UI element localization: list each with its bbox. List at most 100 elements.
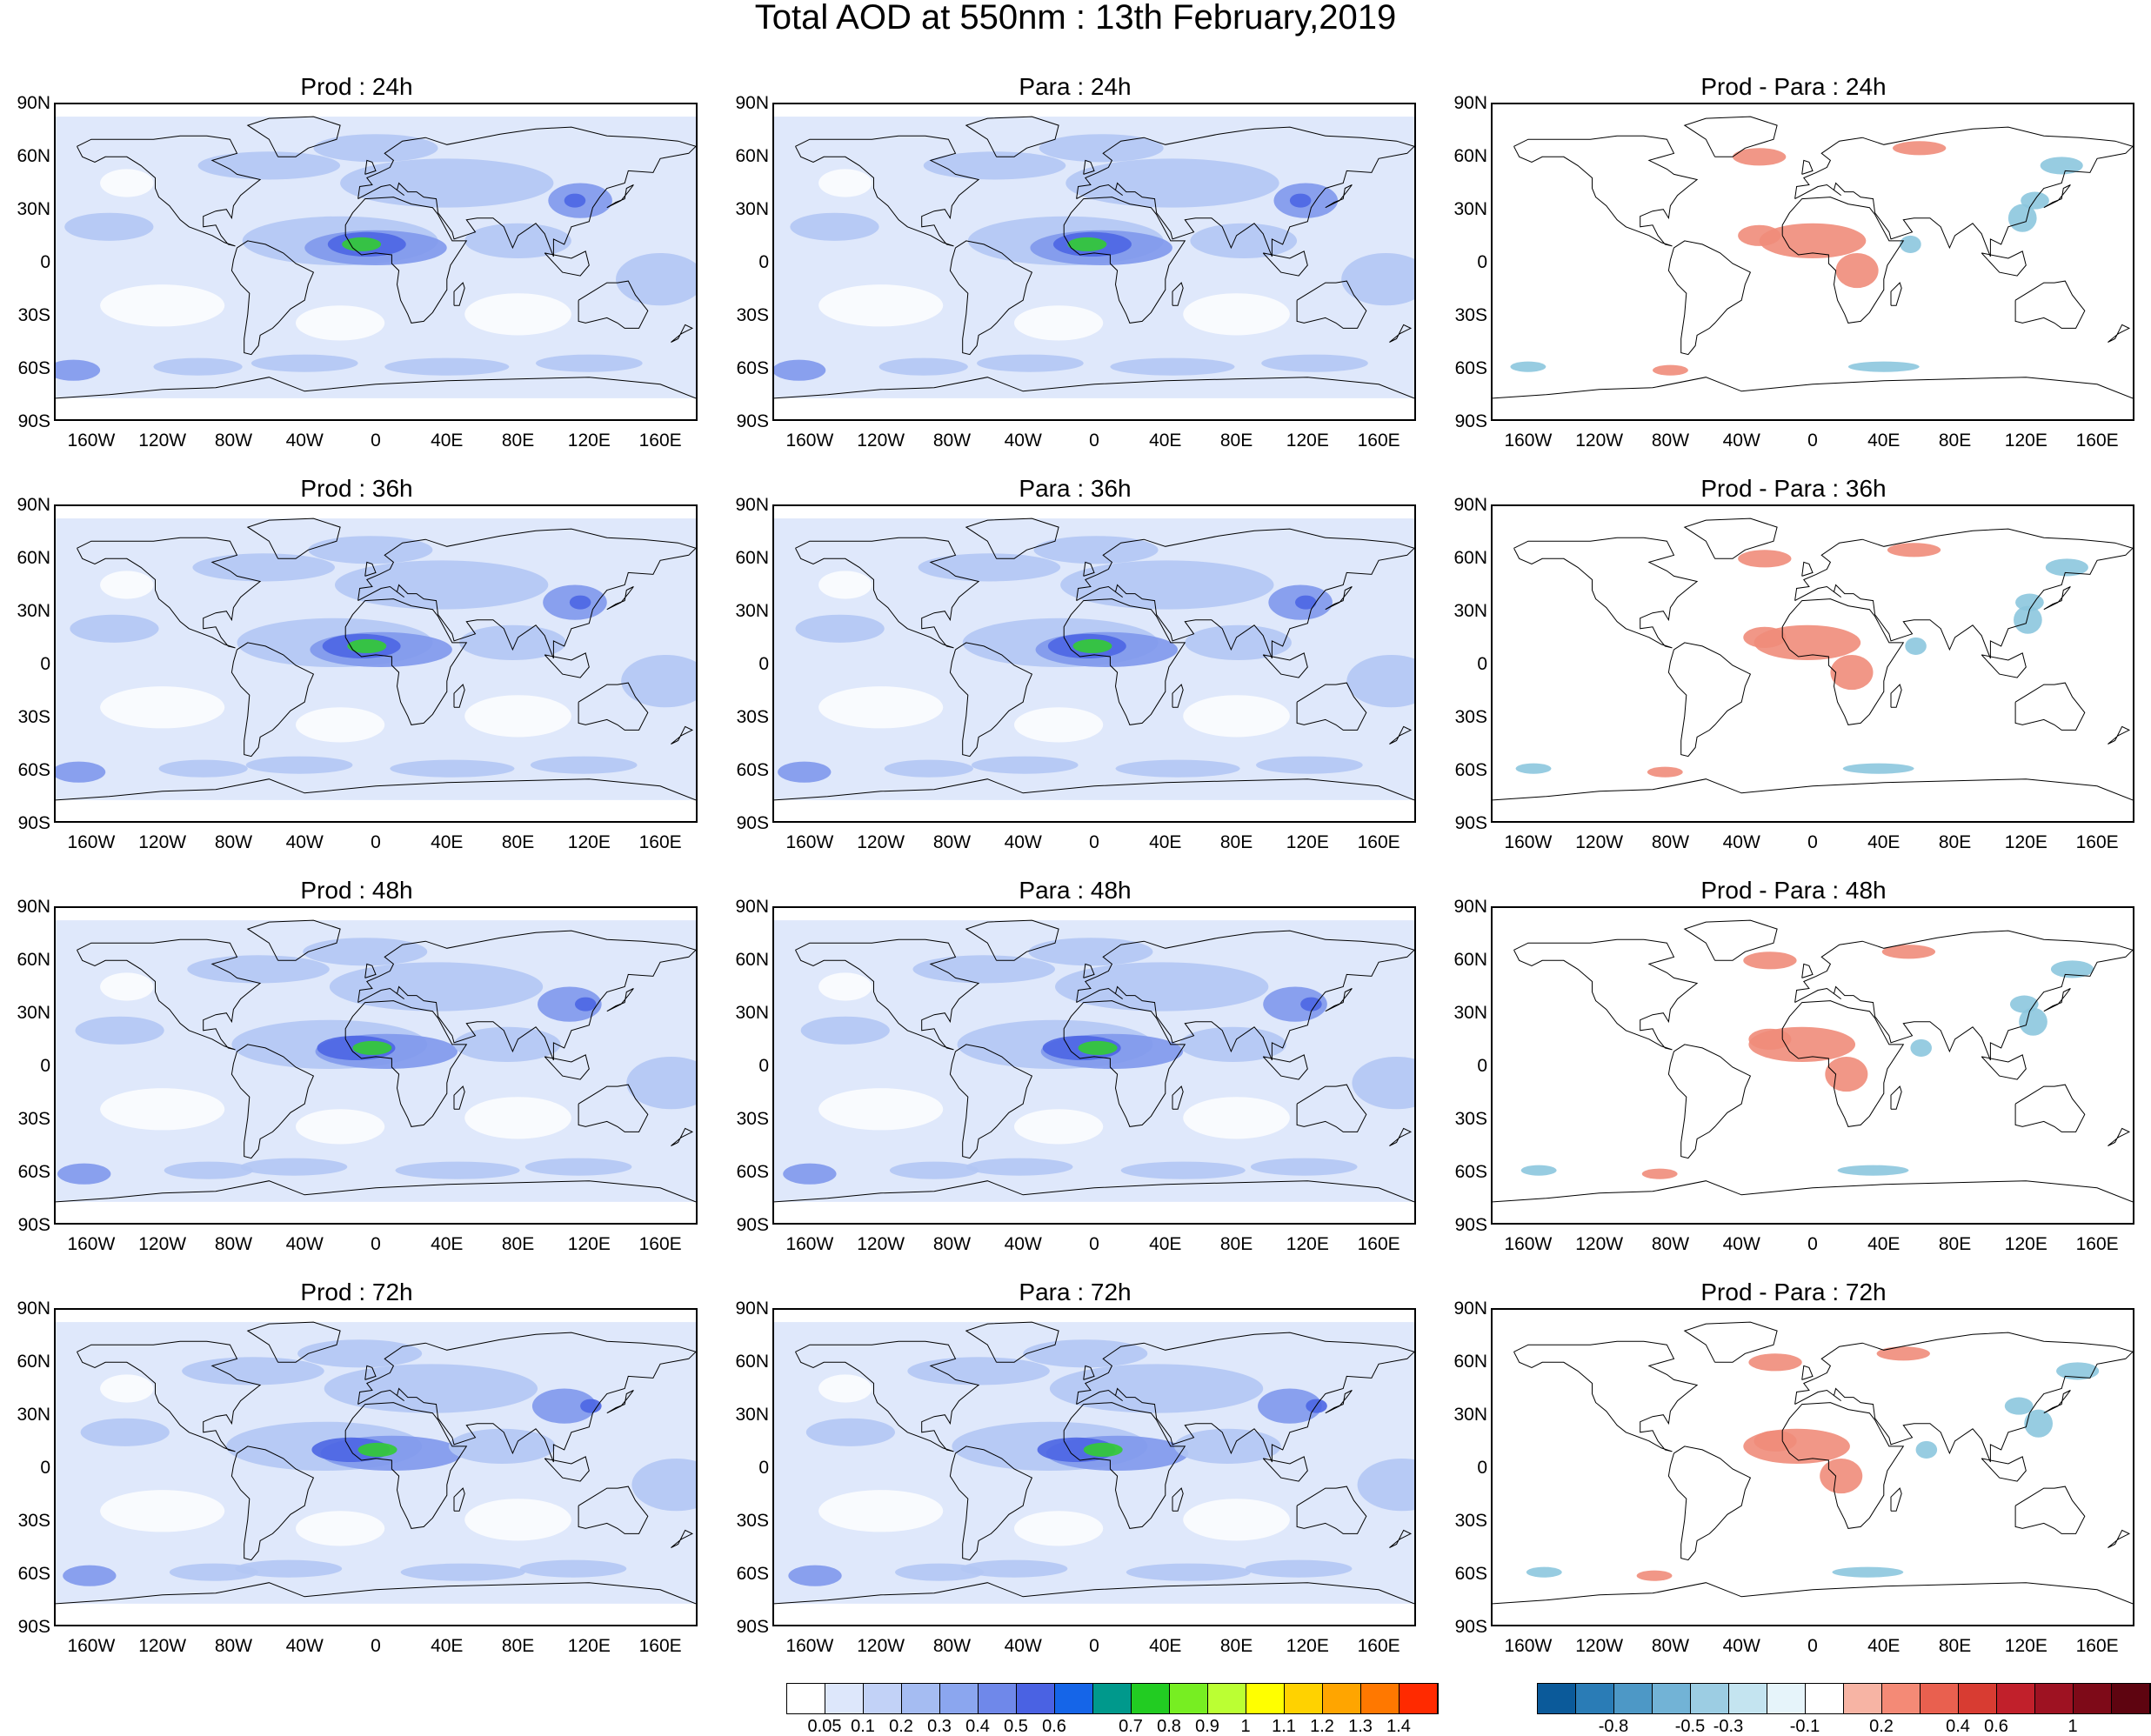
map-panel: Prod - Para : 72h 90N 60N 30N 0 30S 60S 90S 160W…: [1437, 1279, 2150, 1670]
latitude-tick-label: 30S: [1454, 305, 1487, 325]
colorbar-label: 1.1: [1272, 1717, 1296, 1736]
clear-sky-patch: [818, 571, 872, 599]
coastline: [578, 1084, 649, 1132]
field-blob: [2024, 1409, 2053, 1438]
latitude-tick-label: 60N: [17, 950, 50, 970]
colorbar-label: 0.1: [851, 1717, 875, 1736]
longitude-tick-label: 0: [1089, 832, 1099, 852]
coastline: [1683, 1321, 1778, 1363]
colorbar-label: 1.2: [1310, 1717, 1334, 1736]
field-blob: [912, 955, 1056, 984]
coastline: [544, 1456, 590, 1482]
colorbar-label: 1.3: [1348, 1717, 1373, 1736]
latitude-tick-label: 60N: [1453, 1352, 1487, 1372]
field-blob: [2019, 1007, 2047, 1036]
colorbar-swatch: [1399, 1684, 1438, 1713]
coastline: [2014, 1486, 2086, 1534]
field-blob: [631, 1458, 696, 1512]
longitude-tick-label: 160W: [785, 1636, 834, 1656]
longitude-tick-label: 80W: [932, 431, 972, 451]
field-blob: [1876, 1346, 1930, 1361]
latitude-tick-label: 90S: [17, 1215, 50, 1235]
latitude-tick-label: 60N: [17, 548, 50, 568]
latitude-tick-label: 90N: [17, 897, 50, 917]
longitude-tick-label: 0: [371, 1636, 381, 1656]
longitude-tick-label: 160E: [638, 1636, 682, 1656]
coastline: [1781, 1402, 1905, 1529]
latitude-tick-label: 30N: [1453, 601, 1487, 621]
longitude-tick-label: 0: [1807, 832, 1818, 852]
field-blob: [297, 1339, 423, 1368]
latitude-tick-label: 90S: [736, 411, 769, 431]
longitude-tick-label: 160E: [1357, 431, 1400, 451]
panel-title: Prod - Para : 24h: [1700, 73, 1887, 100]
longitude-tick-label: 160W: [1504, 832, 1553, 852]
field-blob: [1743, 951, 1797, 970]
latitude-tick-label: 0: [40, 1056, 50, 1076]
coastline: [1083, 1365, 1095, 1380]
longitude-tick-label: 40W: [285, 1234, 324, 1254]
colorbar-label: 0.4: [965, 1717, 990, 1736]
longitude-tick-label: 40W: [1722, 832, 1760, 852]
field-blob: [530, 756, 638, 774]
field-blob: [616, 252, 696, 306]
latitude-tick-label: 30N: [1453, 199, 1487, 219]
coastline: [1981, 1456, 2027, 1482]
field-blob: [1060, 560, 1274, 610]
field-blob: [1110, 357, 1235, 376]
field-blob: [2040, 157, 2083, 175]
field-blob: [1245, 1559, 1353, 1578]
field-blob: [1306, 1399, 1327, 1413]
field-blob: [1067, 237, 1107, 251]
coastline: [1801, 1365, 1814, 1380]
longitude-tick-label: 160E: [2075, 832, 2119, 852]
field-blob: [1185, 624, 1292, 660]
latitude-tick-label: 30S: [1454, 707, 1487, 727]
latitude-tick-label: 90N: [735, 1299, 769, 1319]
latitude-tick-label: 30N: [735, 1405, 769, 1425]
latitude-tick-label: 90S: [1454, 1215, 1487, 1235]
latitude-tick-label: 60S: [1454, 1162, 1487, 1182]
longitude-tick-label: 40E: [1149, 431, 1182, 451]
longitude-tick-label: 120E: [1286, 1234, 1329, 1254]
longitude-tick-label: 120E: [2004, 832, 2047, 852]
field-blob: [240, 1158, 348, 1176]
coastline: [1083, 159, 1095, 175]
coastline: [1493, 778, 2133, 801]
colorbar-swatch: [1055, 1684, 1093, 1713]
clear-sky-patch: [100, 1490, 225, 1532]
map-panel: Prod : 48h 90N 60N 30N 0 30S 60S 90S 160W 120W 80W…: [0, 877, 713, 1268]
coastline: [1781, 1000, 1905, 1127]
clear-sky-patch: [464, 1097, 571, 1139]
latitude-tick-label: 90N: [735, 93, 769, 113]
clear-sky-patch: [1183, 695, 1290, 738]
latitude-tick-label: 0: [758, 1056, 769, 1076]
clear-sky-patch: [464, 293, 571, 336]
field-blob: [1352, 1056, 1414, 1110]
coastline: [795, 135, 980, 247]
map-area: [54, 103, 698, 421]
colorbar-swatch: [940, 1684, 979, 1713]
field-blob: [352, 1040, 392, 1055]
clear-sky-patch: [100, 1088, 225, 1131]
longitude-tick-label: 160E: [638, 431, 682, 451]
latitude-tick-label: 60S: [17, 1162, 50, 1182]
coastline: [949, 1044, 1033, 1159]
longitude-tick-label: 120W: [857, 832, 905, 852]
map-panel: Para : 48h 90N 60N 30N 0 30S 60S 90S 160W 120W 80W…: [718, 877, 1432, 1268]
longitude-tick-label: 40W: [285, 431, 324, 451]
field-blob: [1825, 1056, 1868, 1092]
map-panel: Prod : 36h 90N 60N 30N 0 30S 60S 90S 160W 120W 80W…: [0, 475, 713, 866]
longitude-tick-label: 80E: [1938, 431, 1972, 451]
coastline: [1794, 126, 2133, 257]
latitude-tick-label: 60N: [735, 548, 769, 568]
coastline: [56, 1180, 696, 1203]
latitude-tick-label: 0: [1477, 1056, 1487, 1076]
colorbar-swatch: [1170, 1684, 1208, 1713]
latitude-tick-label: 30S: [1454, 1511, 1487, 1531]
field-blob: [977, 354, 1084, 372]
clear-sky-patch: [100, 169, 154, 197]
field-blob: [1910, 1038, 1932, 1057]
coastline: [606, 1390, 634, 1414]
field-blob: [1526, 1566, 1562, 1578]
